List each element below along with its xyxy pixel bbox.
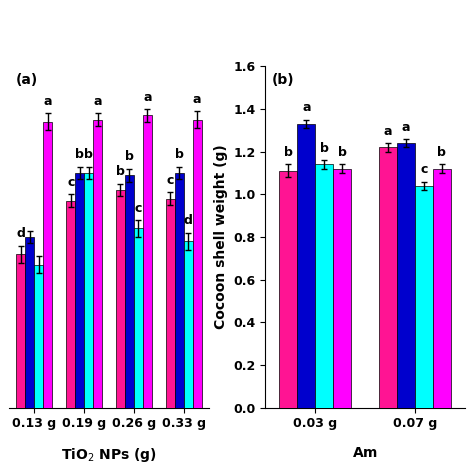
Text: b: b xyxy=(175,148,183,161)
Bar xyxy=(184,241,192,408)
Bar xyxy=(175,173,184,408)
Bar xyxy=(315,164,333,408)
Text: c: c xyxy=(135,201,142,215)
Bar xyxy=(93,120,102,408)
Text: b: b xyxy=(284,146,293,159)
Bar xyxy=(279,171,297,408)
Bar xyxy=(433,169,451,408)
Bar xyxy=(34,264,43,408)
Text: b: b xyxy=(337,146,346,159)
Text: c: c xyxy=(420,163,428,176)
Bar xyxy=(125,175,134,408)
Text: b: b xyxy=(125,150,134,164)
Bar xyxy=(397,143,415,408)
Text: b: b xyxy=(75,148,84,161)
Bar xyxy=(166,199,175,408)
Text: b: b xyxy=(437,146,446,159)
Text: a: a xyxy=(93,95,102,108)
Text: a: a xyxy=(44,95,52,108)
Bar xyxy=(17,254,26,408)
Bar xyxy=(134,228,143,408)
Bar xyxy=(84,173,93,408)
Text: c: c xyxy=(166,174,174,187)
Bar xyxy=(297,124,315,408)
Text: a: a xyxy=(193,93,201,106)
Text: d: d xyxy=(184,214,192,228)
Bar xyxy=(116,190,125,408)
Text: d: d xyxy=(17,227,26,240)
Bar xyxy=(143,116,152,408)
Bar xyxy=(26,237,34,408)
Text: (a): (a) xyxy=(16,73,38,87)
Text: a: a xyxy=(143,91,152,104)
Text: TiO$_2$ NPs (g): TiO$_2$ NPs (g) xyxy=(61,446,157,464)
Bar xyxy=(66,201,75,408)
Text: a: a xyxy=(383,125,392,138)
Text: b: b xyxy=(84,148,93,161)
Y-axis label: Cocoon shell weight (g): Cocoon shell weight (g) xyxy=(214,145,228,329)
Bar xyxy=(192,120,201,408)
Text: (b): (b) xyxy=(272,73,294,87)
Bar xyxy=(43,122,52,408)
Text: b: b xyxy=(116,165,125,178)
Text: c: c xyxy=(67,176,74,189)
Bar xyxy=(333,169,351,408)
Bar xyxy=(415,186,433,408)
Text: $\mathbf{Am}$: $\mathbf{Am}$ xyxy=(352,446,378,460)
Bar xyxy=(379,147,397,408)
Text: a: a xyxy=(401,120,410,134)
Text: b: b xyxy=(320,142,328,155)
Bar xyxy=(75,173,84,408)
Text: a: a xyxy=(302,101,310,114)
